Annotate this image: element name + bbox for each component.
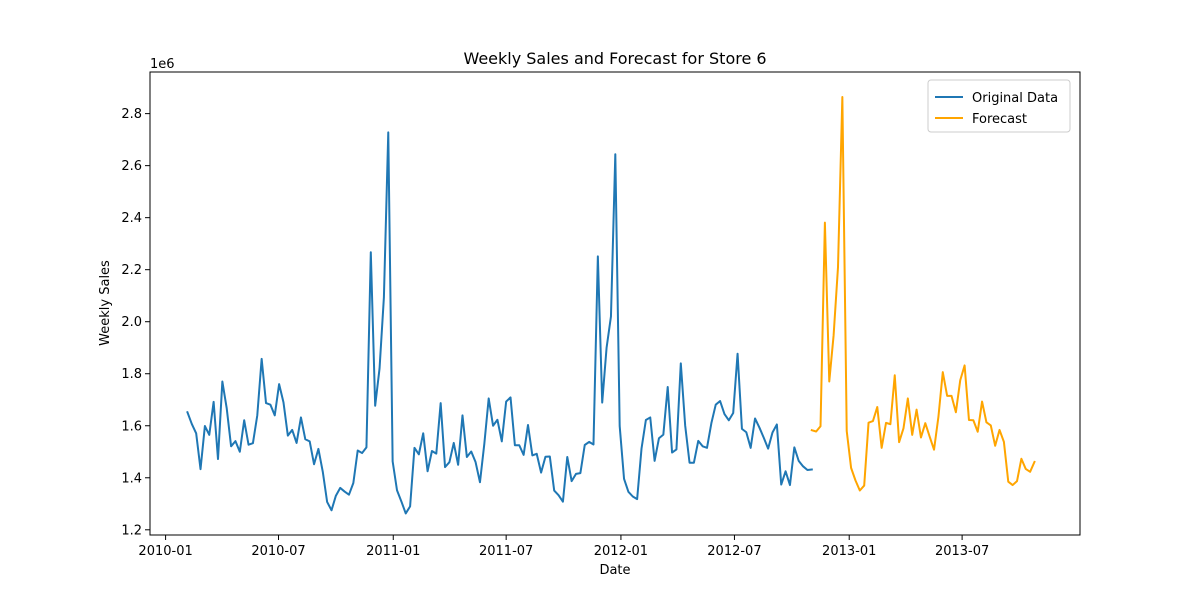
x-tick-label: 2010-07 (251, 544, 305, 559)
x-tick-label: 2013-01 (822, 544, 876, 559)
legend-label-forecast: Forecast (972, 112, 1027, 127)
x-tick-label: 2011-01 (366, 544, 420, 559)
legend: Original Data Forecast (927, 79, 1071, 133)
y-tick-label: 2.2 (121, 263, 142, 278)
series-line-original-data (186, 131, 813, 515)
axes-frame (149, 71, 1081, 536)
series-line-forecast (810, 95, 1036, 492)
x-tick-label: 2012-01 (594, 544, 648, 559)
chart-title: Weekly Sales and Forecast for Store 6 (463, 49, 766, 68)
x-axis-label: Date (599, 563, 630, 578)
legend-label-original-data: Original Data (972, 91, 1058, 106)
legend-box (927, 79, 1071, 133)
x-tick-label: 2013-07 (935, 544, 989, 559)
x-tick-label: 2010-01 (138, 544, 192, 559)
y-axis-offset-label: 1e6 (150, 57, 175, 72)
x-tick-label: 2011-07 (479, 544, 533, 559)
y-axis-label: Weekly Sales (98, 260, 113, 346)
y-tick-label: 2.4 (121, 211, 142, 226)
plot-area: 2010-01 2010-07 2011-01 2011-07 2012-01 2012-… (121, 71, 1081, 559)
y-tick-label: 2.6 (121, 159, 142, 174)
x-tick-label: 2012-07 (707, 544, 761, 559)
y-tick-label: 1.8 (121, 367, 142, 382)
y-tick-label: 2.8 (121, 107, 142, 122)
y-tick-label: 2.0 (121, 315, 142, 330)
y-tick-label: 1.2 (121, 523, 142, 538)
y-tick-label: 1.6 (121, 419, 142, 434)
y-tick-label: 1.4 (121, 471, 142, 486)
